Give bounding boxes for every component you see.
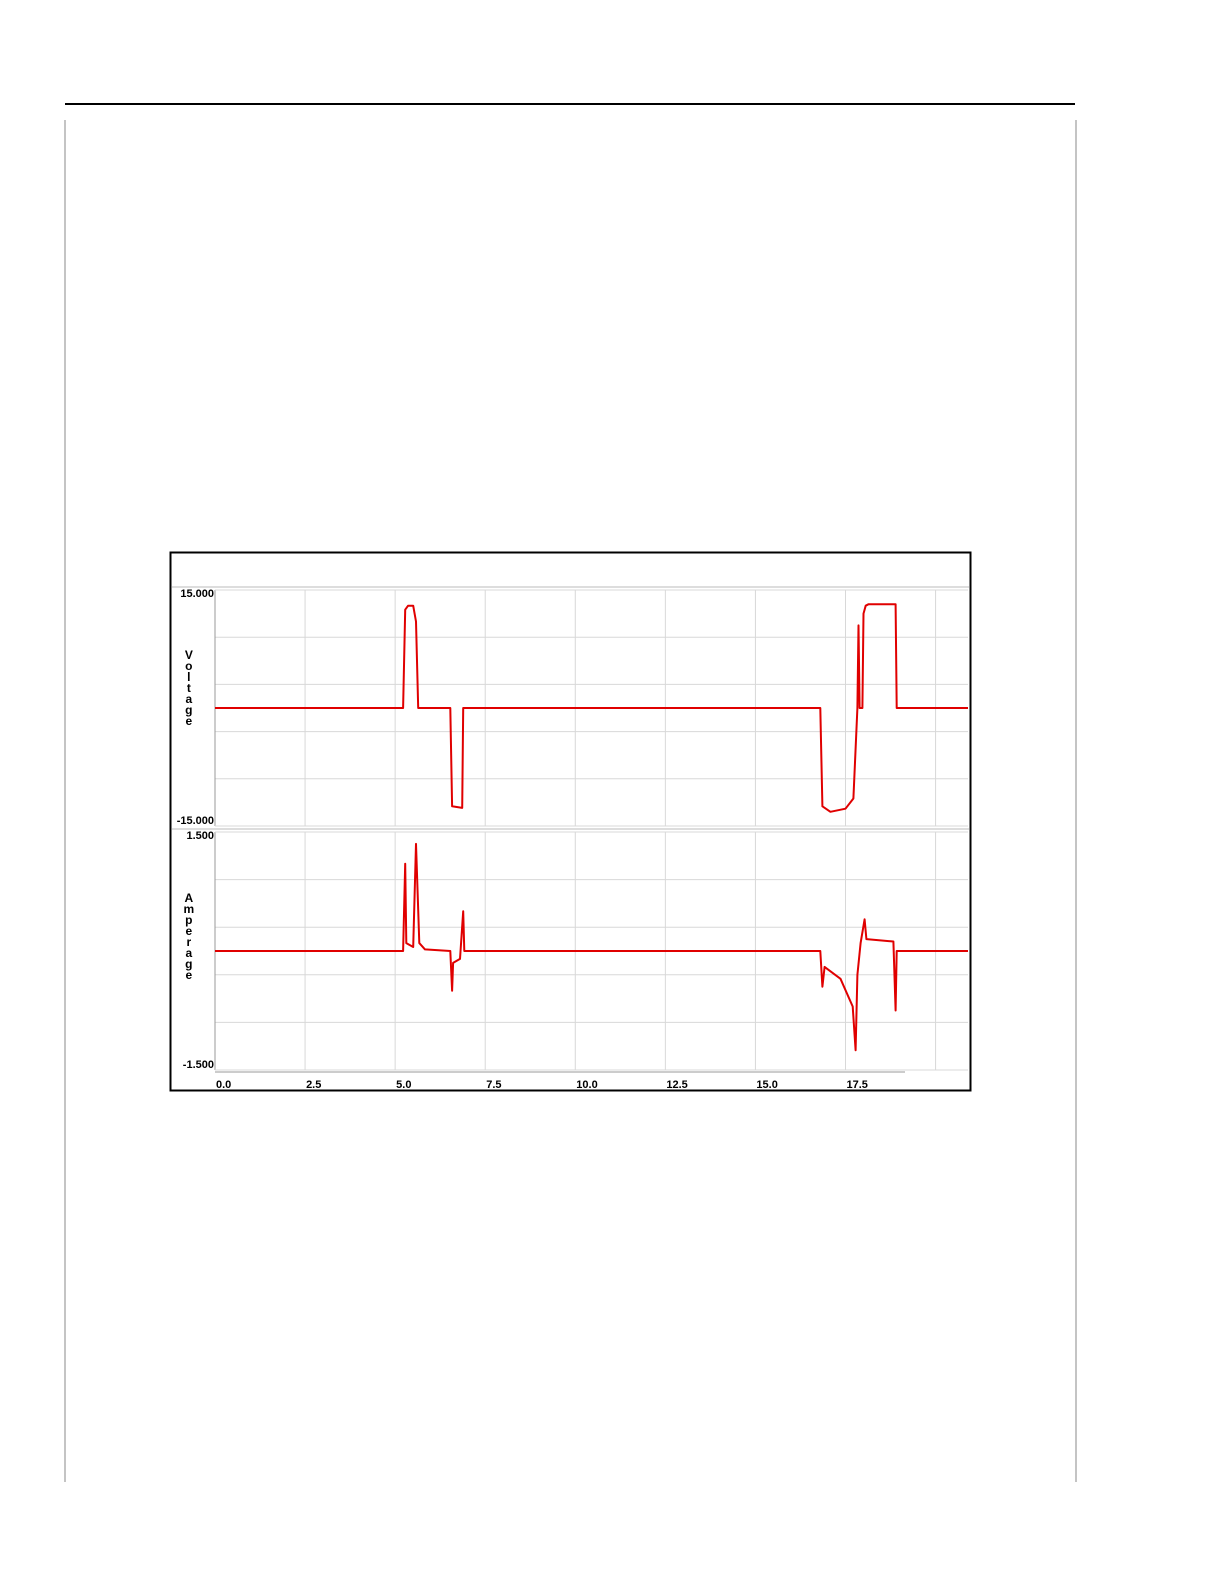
x-tick-label: 5.0 (396, 1079, 411, 1091)
x-tick-label: 10.0 (576, 1079, 597, 1091)
x-tick-label: 12.5 (666, 1079, 687, 1091)
plots: 15.000 -15.000 Voltage 1.500 -1.500 Amperage 0… (177, 588, 968, 1091)
x-tick-label: 0.0 (216, 1079, 231, 1091)
data-line (215, 842, 968, 1052)
y-axis-label: Amperage (182, 891, 196, 979)
x-tick-label: 7.5 (486, 1079, 501, 1091)
y-tick-label: 1.500 (186, 830, 214, 842)
x-tick-label: 15.0 (756, 1079, 777, 1091)
x-tick-label: 17.5 (847, 1079, 868, 1091)
chart-frame (169, 551, 972, 1092)
data-line (215, 603, 968, 813)
y-tick-label: -15.000 (177, 815, 214, 827)
x-tick-label: 2.5 (306, 1079, 321, 1091)
y-axis-label: Voltage (182, 648, 196, 725)
y-tick-label: -1.500 (183, 1059, 214, 1071)
y-tick-label: 15.000 (180, 588, 214, 600)
